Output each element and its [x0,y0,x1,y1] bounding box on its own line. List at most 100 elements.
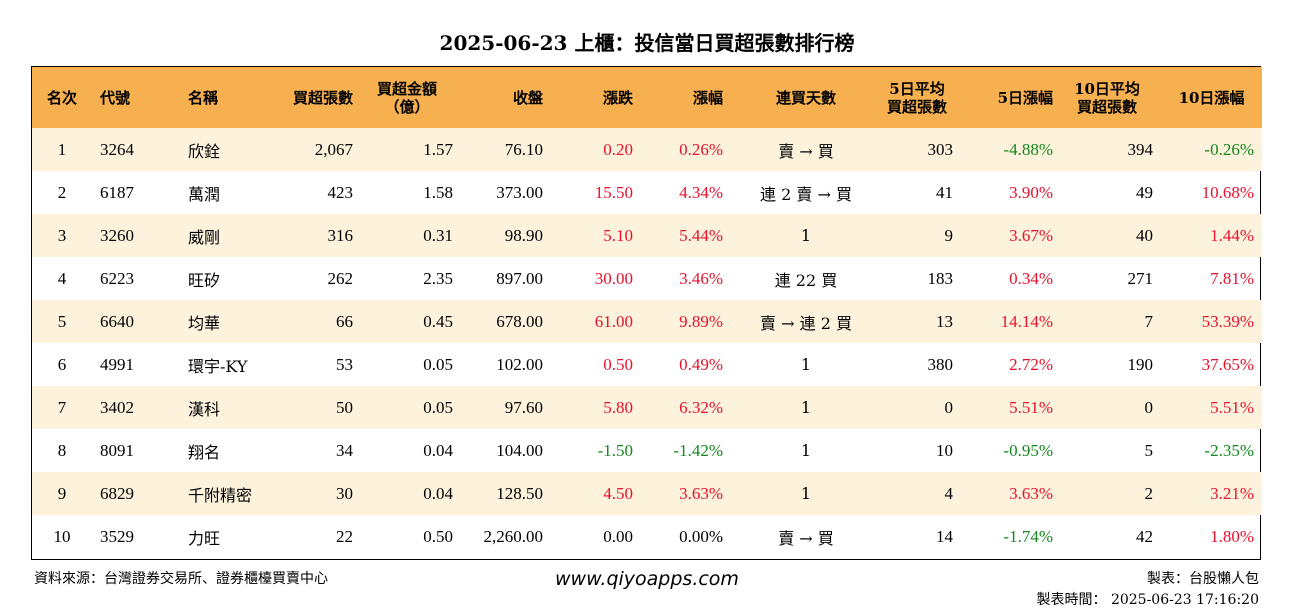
column-header: 買超張數 [246,67,361,128]
cell-rank: 6 [57,354,67,374]
cell-name: 千附精密 [188,485,253,505]
cell-close: 102.00 [496,354,543,374]
column-header-label: 漲幅 [692,88,723,107]
cell-amount: 1.57 [423,139,453,159]
cell-amount: 2.35 [423,268,453,288]
column-header-label: 漲跌 [602,88,633,107]
cell-net-buy: 2,067 [314,139,353,159]
cell-pct: -1.42% [673,440,723,460]
cell-code: 3260 [100,225,134,245]
table-row: 9 6829 千附精密 30 0.04 128.50 4.50 3.63% 1 4 3.63% 2 3.… [32,472,1262,515]
column-header: 5日漲幅 [961,67,1061,128]
cell-chg10: 5.51% [1210,397,1254,417]
website-link[interactable]: www.qiyoapps.com [555,568,739,590]
cell-pct: 9.89% [679,311,723,331]
table-row: 10 3529 力旺 22 0.50 2,260.00 0.00 0.00% 賣 → 買 14 -1… [32,515,1262,558]
cell-code: 6187 [100,182,134,202]
cell-avg5: 0 [944,397,954,417]
cell-chg5: -1.74% [1003,526,1053,546]
cell-close: 98.90 [504,225,543,245]
cell-amount: 0.05 [423,354,453,374]
cell-amount: 0.50 [423,526,453,546]
cell-pct: 3.46% [679,268,723,288]
cell-days: 1 [800,398,812,417]
cell-chg10: 7.81% [1210,268,1254,288]
cell-avg5: 41 [936,182,953,202]
table-row: 1 3264 欣銓 2,067 1.57 76.10 0.20 0.26% 賣 → 買 303 -4… [32,128,1262,171]
cell-change: 0.50 [603,354,633,374]
table-header-row: 名次 代號 名稱 買超張數 買超金額 （億） 收盤 漲跌 漲幅 連買天數 5日平均 買超張數 5日漲幅 1… [32,67,1262,128]
table-row: 5 6640 均華 66 0.45 678.00 61.00 9.89% 賣 → 連 2 買 13… [32,300,1262,343]
cell-pct: 0.00% [679,526,723,546]
column-header-label: 代號 [100,88,131,107]
cell-chg5: 0.34% [1009,268,1053,288]
cell-avg10: 7 [1144,311,1154,331]
column-header-sublabel: 買超張數 [886,97,947,116]
cell-days: 賣 → 買 [778,141,834,161]
column-header-label: 買超金額 [376,79,437,98]
column-header: 漲幅 [641,67,731,128]
cell-chg10: 37.65% [1201,354,1254,374]
cell-code: 6829 [100,483,134,503]
column-header: 5日平均 買超張數 [881,67,961,128]
cell-change: 30.00 [594,268,633,288]
cell-chg10: -0.26% [1204,139,1254,159]
cell-avg5: 303 [927,139,954,159]
table-row: 4 6223 旺矽 262 2.35 897.00 30.00 3.46% 連 22 買 183 0… [32,257,1262,300]
cell-pct: 5.44% [679,225,723,245]
column-header: 名次 [32,67,92,128]
cell-avg10: 394 [1127,139,1154,159]
cell-code: 6223 [100,268,134,288]
cell-name: 環宇-KY [188,356,248,376]
cell-avg5: 4 [944,483,954,503]
cell-avg10: 190 [1127,354,1154,374]
cell-pct: 0.26% [679,139,723,159]
cell-net-buy: 53 [336,354,353,374]
cell-chg5: 5.51% [1009,397,1053,417]
made-time: 製表時間： 2025-06-23 17:16:20 [1036,592,1260,608]
cell-close: 897.00 [496,268,543,288]
cell-pct: 3.63% [679,483,723,503]
cell-chg5: 3.90% [1009,182,1053,202]
cell-name: 萬潤 [188,184,221,204]
cell-net-buy: 30 [336,483,353,503]
column-header-label: 名稱 [188,88,219,107]
cell-days: 1 [800,226,812,245]
cell-avg10: 271 [1127,268,1154,288]
column-header: 10日平均 買超張數 [1061,67,1161,128]
cell-chg10: 1.80% [1210,526,1254,546]
table-maker: 製表：台股懶人包 [1147,571,1259,587]
cell-amount: 1.58 [423,182,453,202]
cell-net-buy: 262 [327,268,354,288]
cell-amount: 0.04 [423,483,453,503]
cell-pct: 0.49% [679,354,723,374]
cell-net-buy: 66 [336,311,353,331]
cell-days: 連 2 賣 → 買 [760,184,852,204]
table-row: 2 6187 萬潤 423 1.58 373.00 15.50 4.34% 連 2 賣 → 買 4… [32,171,1262,214]
cell-avg10: 5 [1144,440,1154,460]
column-header-label: 連買天數 [775,88,836,107]
column-header-label: 10日平均 [1074,79,1140,98]
cell-avg10: 42 [1136,526,1153,546]
cell-change: 0.20 [603,139,633,159]
cell-avg5: 380 [927,354,954,374]
column-header: 名稱 [160,67,246,128]
table-row: 8 8091 翔名 34 0.04 104.00 -1.50 -1.42% 1 10 -0.95% 5… [32,429,1262,472]
cell-change: 4.50 [603,483,633,503]
cell-rank: 7 [57,397,67,417]
cell-days: 賣 → 買 [778,528,834,548]
cell-days: 連 22 買 [774,270,838,290]
column-header: 收盤 [461,67,551,128]
cell-chg5: -4.88% [1003,139,1053,159]
cell-days: 1 [800,355,812,374]
cell-close: 76.10 [504,139,543,159]
cell-code: 3529 [100,526,134,546]
table-row: 3 3260 威剛 316 0.31 98.90 5.10 5.44% 1 9 3.67% 40 1.4… [32,214,1262,257]
cell-avg5: 13 [936,311,953,331]
cell-net-buy: 22 [336,526,353,546]
cell-name: 翔名 [188,442,221,462]
column-header-label: 收盤 [512,88,543,107]
cell-avg10: 2 [1144,483,1154,503]
table-row: 6 4991 環宇-KY 53 0.05 102.00 0.50 0.49% 1 380 2.72%… [32,343,1262,386]
cell-name: 威剛 [188,227,221,247]
